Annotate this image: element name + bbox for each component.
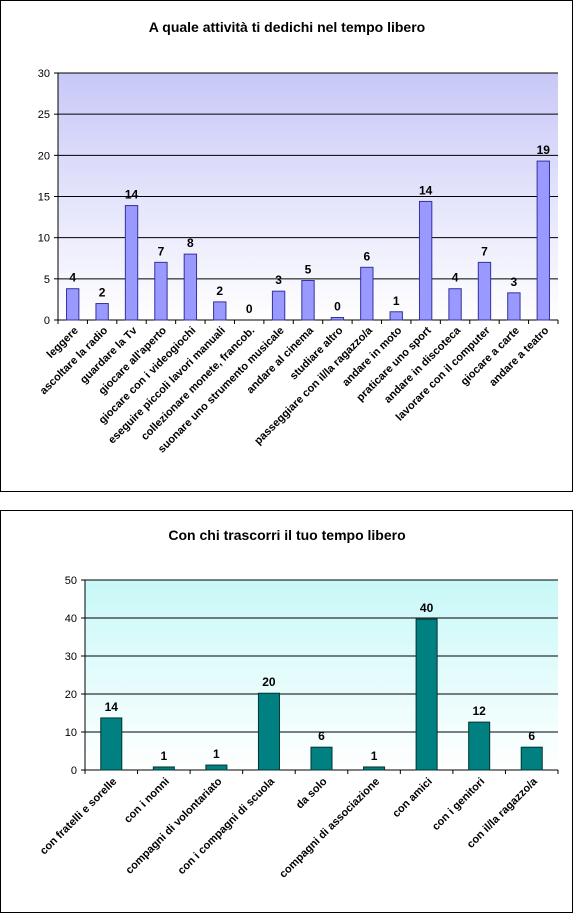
category-label: con fratelli e sorelle (38, 776, 120, 858)
category-label: con i nonni (122, 776, 172, 826)
data-label: 0 (246, 302, 253, 316)
bar (363, 766, 386, 771)
data-label: 19 (537, 143, 551, 157)
category-label: compagni di associazione (277, 776, 382, 881)
bar (448, 288, 462, 321)
category-label: da solo (294, 775, 330, 811)
y-tick-label: 0 (44, 315, 50, 327)
data-label: 14 (125, 188, 139, 202)
bar (152, 766, 175, 771)
bar (507, 292, 521, 321)
bar (389, 311, 403, 321)
chart-title: A quale attività ti dedichi nel tempo li… (149, 19, 425, 35)
data-label: 5 (305, 262, 312, 276)
bar (301, 279, 315, 321)
bar (154, 261, 168, 321)
y-tick-label: 0 (71, 765, 77, 777)
bar (95, 303, 109, 321)
bar (330, 317, 345, 321)
data-label: 7 (481, 244, 488, 258)
bar (183, 253, 198, 321)
data-label: 6 (528, 729, 535, 743)
chart-company-svg: Con chi trascorri il tuo tempo libero 0 10… (38, 527, 559, 881)
y-tick-label: 20 (38, 150, 50, 162)
y-tick-label: 40 (65, 613, 77, 625)
data-label: 40 (420, 601, 434, 615)
bar (418, 200, 433, 321)
data-label: 7 (158, 244, 165, 258)
category-label: con i genitori (430, 776, 487, 833)
data-label: 1 (393, 294, 400, 308)
data-label: 1 (160, 749, 167, 763)
category-label: con amici (390, 776, 434, 820)
y-tick-label: 10 (38, 233, 50, 245)
bar (213, 301, 227, 321)
category-label: con i compagni di scuola (176, 775, 278, 877)
data-label: 4 (452, 271, 459, 285)
chart-activities: A quale attività ti dedichi nel tempo li… (0, 0, 573, 492)
bar (310, 746, 333, 771)
bar (520, 746, 543, 771)
data-label: 2 (99, 286, 106, 300)
data-label: 14 (419, 183, 433, 197)
data-label: 3 (511, 275, 518, 289)
bar (468, 721, 491, 771)
y-tick-label: 25 (38, 109, 50, 121)
bar (477, 261, 492, 321)
data-label: 6 (318, 729, 325, 743)
data-label: 12 (472, 704, 486, 718)
category-label: compagni di volontariato (124, 775, 225, 876)
y-tick-label: 15 (38, 192, 50, 204)
data-label: 2 (216, 284, 223, 298)
data-label: 20 (262, 675, 276, 689)
chart-activities-svg: A quale attività ti dedichi nel tempo li… (38, 19, 559, 455)
data-label: 8 (187, 236, 194, 250)
chart-title: Con chi trascorri il tuo tempo libero (168, 527, 405, 543)
data-label: 1 (213, 747, 220, 761)
y-tick-label: 10 (65, 727, 77, 739)
data-label: 1 (371, 749, 378, 763)
bar (271, 290, 286, 321)
bar (66, 288, 80, 321)
y-tick-label: 30 (38, 68, 50, 80)
bar (100, 717, 123, 771)
data-label: 14 (105, 700, 119, 714)
bar (415, 618, 438, 771)
data-label: 6 (363, 249, 370, 263)
y-tick-label: 30 (65, 651, 77, 663)
bar (536, 160, 550, 321)
bar (360, 266, 374, 321)
bar (124, 205, 139, 321)
y-tick-label: 20 (65, 689, 77, 701)
bar (205, 764, 228, 771)
chart-company: Con chi trascorri il tuo tempo libero 0 10… (0, 510, 573, 913)
bar (257, 692, 280, 771)
data-label: 4 (69, 271, 76, 285)
data-label: 0 (334, 300, 341, 314)
y-tick-label: 5 (44, 274, 50, 286)
data-label: 3 (275, 273, 282, 287)
y-tick-label: 50 (65, 575, 77, 587)
